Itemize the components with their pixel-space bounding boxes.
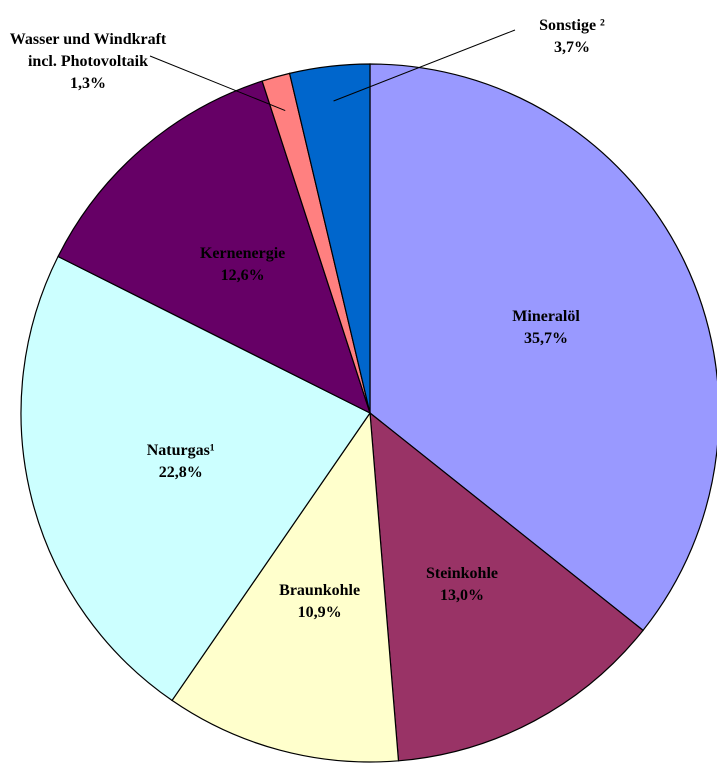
pie-slice xyxy=(369,411,644,762)
category-label: Wasser und Windkraft incl. Photovoltaik xyxy=(9,31,167,70)
slice-label: Braunkohle 10,9% xyxy=(279,580,360,624)
slice-label: Kernenergie 12,6% xyxy=(200,243,285,287)
slice-label: Naturgas¹ 22,8% xyxy=(147,440,215,484)
value-label: 35,7% xyxy=(524,330,569,348)
value-label: 12,6% xyxy=(220,266,265,284)
slice-label: Sonstige ² 3,7% xyxy=(539,15,605,59)
slice-label: Steinkohle 13,0% xyxy=(426,563,498,607)
category-label: Kernenergie xyxy=(199,244,286,262)
category-label: Sonstige ² xyxy=(539,17,605,34)
value-label: 1,3% xyxy=(70,75,106,92)
pie-slice xyxy=(57,80,372,415)
pie-slice xyxy=(288,63,371,414)
value-label: 13,0% xyxy=(439,587,484,605)
category-label: Steinkohle xyxy=(425,565,498,583)
category-label: Braunkohle xyxy=(279,581,361,599)
leader-line xyxy=(149,55,286,112)
slice-label: Mineralöl 35,7% xyxy=(512,306,580,350)
value-label: 22,8% xyxy=(158,463,203,481)
category-label: Naturgas¹ xyxy=(146,441,215,459)
pie-slice xyxy=(20,255,371,702)
pie-slice xyxy=(171,411,400,763)
pie-slice xyxy=(369,63,717,632)
category-label: Mineralöl xyxy=(512,308,580,326)
value-label: 3,7% xyxy=(553,39,590,56)
slice-label: Wasser und Windkraft incl. Photovoltaik 1… xyxy=(3,29,173,95)
value-label: 10,9% xyxy=(297,603,342,621)
leader-line xyxy=(333,29,516,102)
